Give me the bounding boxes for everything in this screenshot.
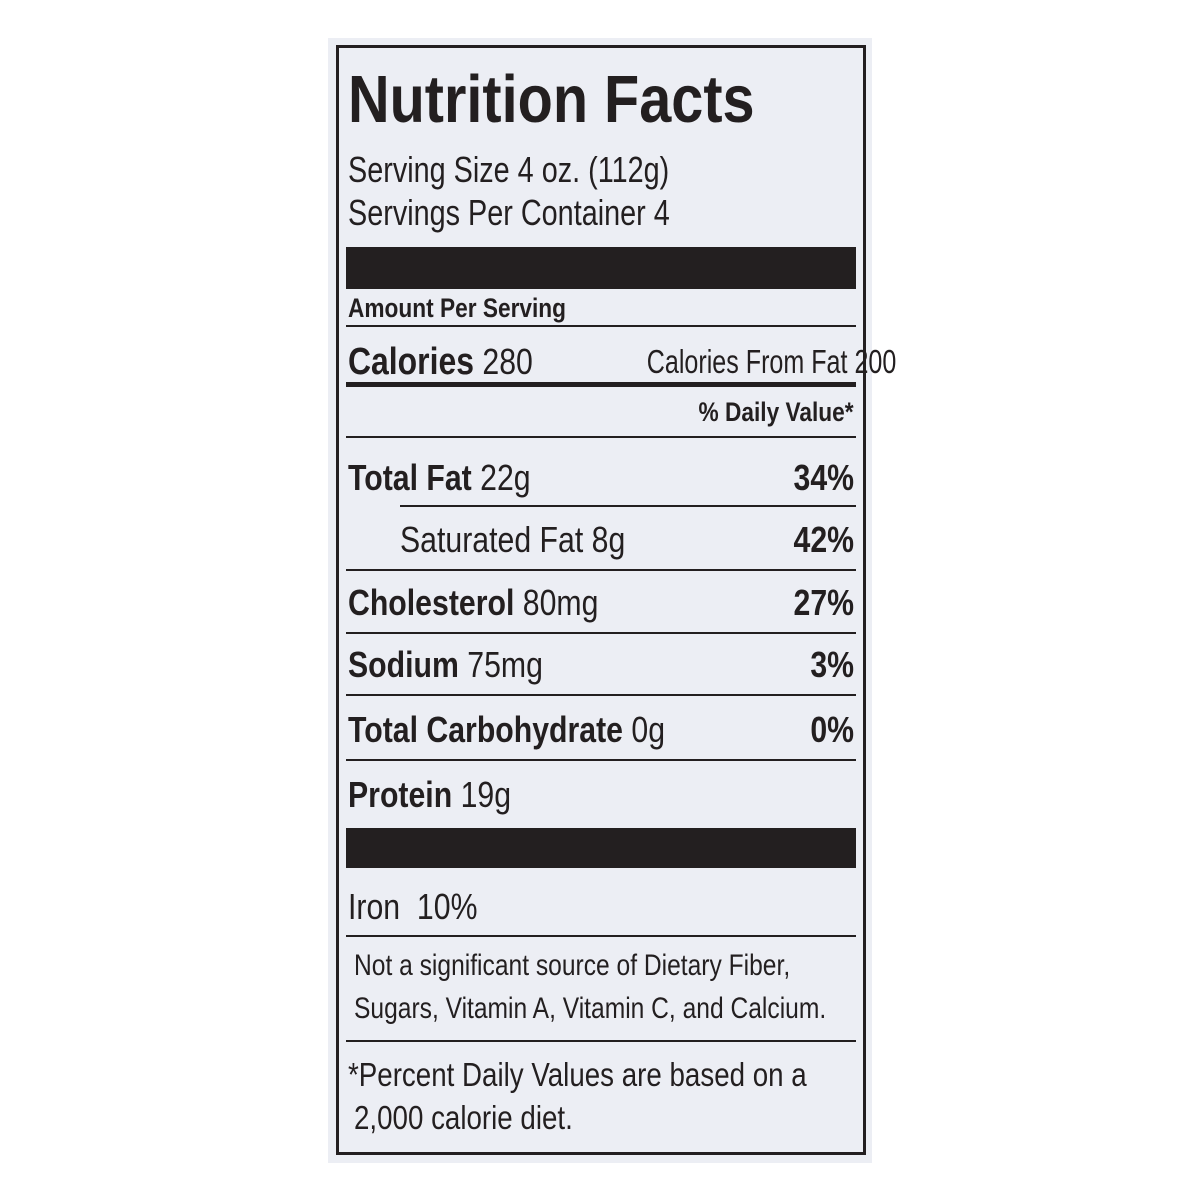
nutrient-label: Sodium — [348, 644, 459, 685]
nutrient-amount: 19g — [460, 774, 512, 815]
daily-value-text: 3% — [810, 644, 854, 685]
calories-amount: 280 — [482, 341, 533, 382]
rule — [346, 759, 856, 761]
daily-value: 0% — [810, 708, 854, 752]
iron-value: 10% — [416, 886, 478, 927]
nutrient-text: Sodium 75mg — [348, 643, 543, 687]
serving-row: Serving Size 4 oz. (112g) — [348, 150, 854, 190]
fat-calories-label: Calories From Fat — [646, 343, 848, 380]
note-line: Not a significant source of Dietary Fibe… — [354, 944, 860, 987]
rule — [346, 382, 856, 387]
nutrient-row: Total Fat 22g 34% — [348, 456, 854, 500]
footnote: 2,000 calorie diet. — [354, 1099, 573, 1136]
title: Nutrition Facts — [348, 62, 755, 137]
rule — [346, 325, 856, 327]
daily-value-header: % Daily Value* — [698, 397, 854, 427]
nutrient-amount: 22g — [480, 457, 531, 498]
daily-value: 3% — [810, 643, 854, 687]
footnote: *Percent Daily Values are based on a — [348, 1056, 807, 1093]
servings-per-container: Servings Per Container 4 — [348, 192, 670, 233]
nutrient-label: Total Carbohydrate — [348, 709, 623, 750]
amount-per-serving: Amount Per Serving — [348, 293, 567, 323]
nutrient-row: Cholesterol 80mg 27% — [348, 581, 854, 625]
amount-row: Amount Per Serving — [348, 293, 854, 323]
serving-size: Serving Size 4 oz. (112g) — [348, 149, 670, 190]
rule — [346, 694, 856, 696]
nutrient-label: Cholesterol — [348, 582, 515, 623]
calories-row: Calories 280 Calories From Fat 200 — [348, 340, 896, 384]
daily-value-text: 42% — [793, 519, 854, 560]
label-border — [336, 45, 866, 1155]
thick-bar — [346, 828, 856, 868]
rule — [346, 1040, 856, 1042]
daily-value: 42% — [793, 518, 854, 562]
nutrient-amount: 75mg — [467, 644, 543, 685]
rule — [346, 632, 856, 634]
calories-label: Calories — [348, 341, 474, 383]
rule — [346, 935, 856, 937]
rule — [346, 436, 856, 438]
daily-value-text: 0% — [810, 709, 854, 750]
nutrient-amount: 8g — [591, 519, 626, 560]
nutrient-text: Total Carbohydrate 0g — [348, 708, 665, 752]
footnote-line: 2,000 calorie diet. — [354, 1096, 860, 1139]
nutrient-amount: 0g — [631, 709, 666, 750]
iron-row: Iron 10% — [348, 887, 854, 927]
daily-value: 27% — [793, 581, 854, 625]
nutrient-text: Total Fat 22g — [348, 456, 531, 500]
footnote-line: *Percent Daily Values are based on a — [348, 1053, 854, 1096]
nutrient-text: Cholesterol 80mg — [348, 581, 598, 625]
rule — [400, 505, 856, 507]
nutrient-label: Saturated Fat — [400, 519, 584, 560]
fat-calories: 200 — [854, 343, 897, 380]
servings-row: Servings Per Container 4 — [348, 193, 854, 233]
nutrient-row: Sodium 75mg 3% — [348, 643, 854, 687]
daily-value: 34% — [793, 456, 854, 500]
nutrient-text: Saturated Fat 8g — [400, 518, 625, 562]
rule — [346, 569, 856, 571]
note: Sugars, Vitamin A, Vitamin C, and Calciu… — [354, 992, 827, 1025]
title-row: Nutrition Facts — [348, 64, 854, 136]
note: Not a significant source of Dietary Fibe… — [354, 949, 791, 982]
label-panel — [328, 38, 872, 1163]
dv-row: % Daily Value* — [348, 397, 854, 427]
nutrient-label: Total Fat — [348, 457, 472, 498]
nutrient-row: Total Carbohydrate 0g 0% — [348, 708, 854, 752]
nutrient-row: Protein 19g — [348, 773, 854, 817]
nutrient-row: Saturated Fat 8g 42% — [400, 518, 854, 562]
thick-bar — [346, 247, 856, 289]
nutrient-text: Protein 19g — [348, 773, 511, 817]
daily-value-text: 27% — [793, 582, 854, 623]
nutrient-label: Protein — [348, 774, 453, 815]
daily-value-text: 34% — [793, 457, 854, 498]
nutrient-amount: 80mg — [522, 582, 599, 623]
note-line: Sugars, Vitamin A, Vitamin C, and Calciu… — [354, 987, 860, 1030]
iron-label: Iron — [348, 886, 401, 927]
